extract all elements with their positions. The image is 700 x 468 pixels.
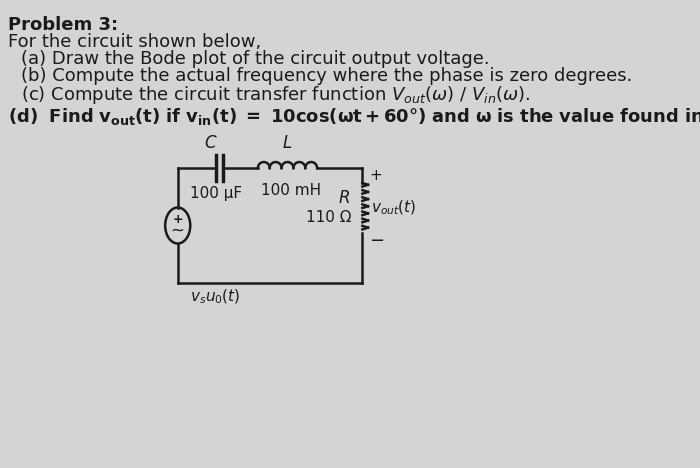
Text: For the circuit shown below,: For the circuit shown below, (8, 33, 262, 51)
Text: $\mathbf{(d)}$  $\mathit{\mathbf{Find}}$ $\mathbf{v_{out}(t)\ if\ v_{in}(t)\ =\ : $\mathbf{(d)}$ $\mathit{\mathbf{Find}}$ … (8, 106, 700, 128)
Text: $v_s u_0(t)$: $v_s u_0(t)$ (190, 288, 241, 307)
Text: −: − (370, 232, 384, 250)
Text: +: + (172, 213, 183, 226)
Text: C: C (204, 134, 216, 152)
Text: Problem 3:: Problem 3: (8, 16, 118, 34)
Text: +: + (370, 168, 382, 183)
Text: (b) Compute the actual frequency where the phase is zero degrees.: (b) Compute the actual frequency where t… (21, 67, 632, 85)
Text: L: L (283, 134, 292, 152)
Text: $v_{out}(t)$: $v_{out}(t)$ (371, 199, 416, 217)
Text: (a) Draw the Bode plot of the circuit output voltage.: (a) Draw the Bode plot of the circuit ou… (21, 50, 489, 68)
Text: ~: ~ (171, 221, 185, 240)
Text: (c) Compute the circuit transfer function $V_{out}(\omega)\ /\ V_{in}(\omega).$: (c) Compute the circuit transfer functio… (21, 84, 531, 106)
Text: 110 Ω: 110 Ω (307, 211, 352, 226)
Text: 100 μF: 100 μF (190, 186, 242, 201)
Text: R: R (338, 189, 350, 207)
Text: 100 mH: 100 mH (261, 183, 321, 198)
